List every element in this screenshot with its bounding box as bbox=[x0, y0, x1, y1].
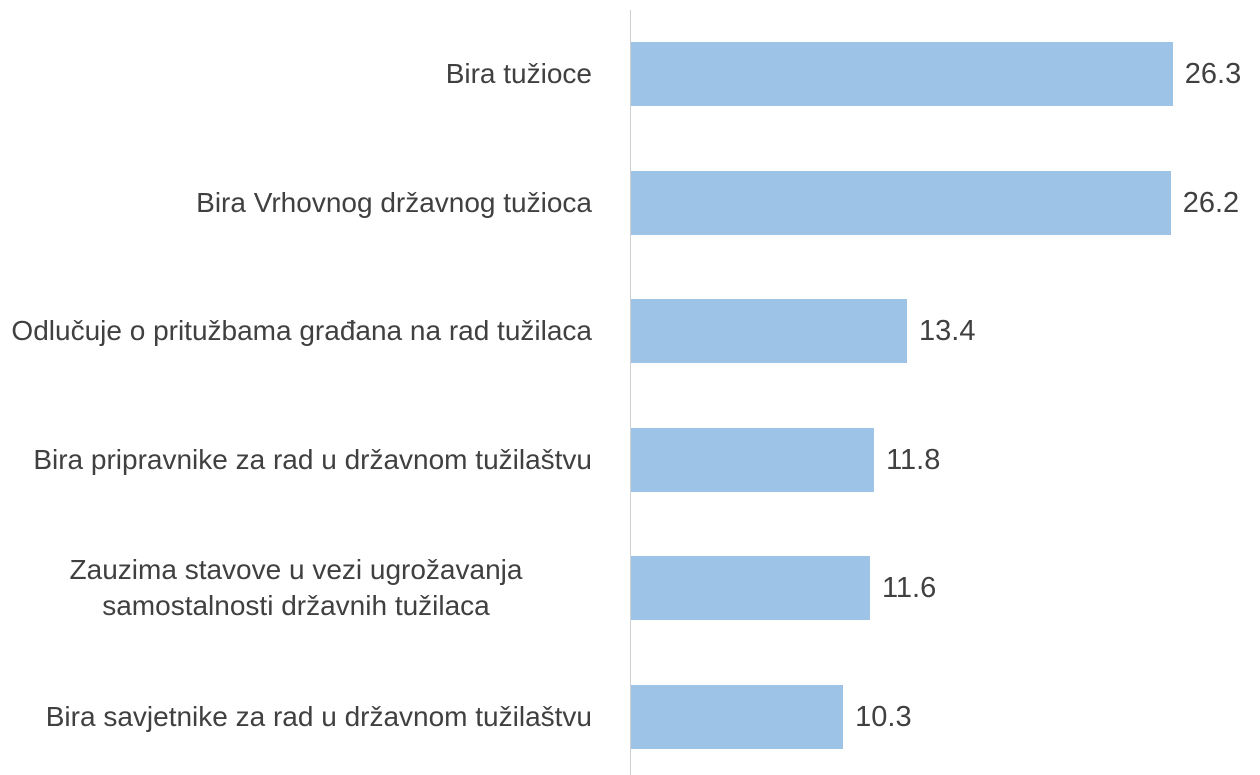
category-label-text: Bira pripravnike za rad u državnom tužil… bbox=[33, 443, 592, 475]
category-axis-line bbox=[630, 10, 631, 775]
category-label: Bira savjetnike za rad u državnom tužila… bbox=[0, 699, 592, 735]
data-label: 26.3 bbox=[1184, 58, 1242, 90]
category-label-text: Bira Vrhovnog državnog tužioca bbox=[196, 186, 592, 218]
category-label: Zauzima stavove u vezi ugrožavanja samos… bbox=[0, 552, 592, 624]
bar bbox=[631, 556, 870, 620]
category-label-text: Odlučuje o pritužbama građana na rad tuž… bbox=[11, 315, 592, 346]
bar bbox=[631, 427, 875, 492]
bar bbox=[631, 170, 1171, 235]
bar bbox=[631, 42, 1173, 106]
data-label: 11.8 bbox=[886, 443, 941, 476]
data-label: 26.2 bbox=[1182, 186, 1240, 219]
data-label: 11.6 bbox=[881, 572, 937, 604]
category-label: Bira Vrhovnog državnog tužioca bbox=[0, 185, 592, 221]
category-label: Bira pripravnike za rad u državnom tužil… bbox=[0, 442, 592, 478]
category-label: Odlučuje o pritužbama građana na rad tuž… bbox=[0, 313, 592, 349]
category-label: Bira tužioce bbox=[0, 56, 592, 92]
category-label-text: Bira tužioce bbox=[445, 58, 592, 89]
bar bbox=[631, 299, 908, 363]
category-label-text: Zauzima stavove u vezi ugrožavanja samos… bbox=[69, 554, 523, 621]
bar bbox=[631, 684, 844, 749]
category-label-text: Bira savjetnike za rad u državnom tužila… bbox=[45, 700, 592, 732]
data-label: 10.3 bbox=[855, 700, 912, 733]
data-label: 13.4 bbox=[919, 315, 976, 347]
